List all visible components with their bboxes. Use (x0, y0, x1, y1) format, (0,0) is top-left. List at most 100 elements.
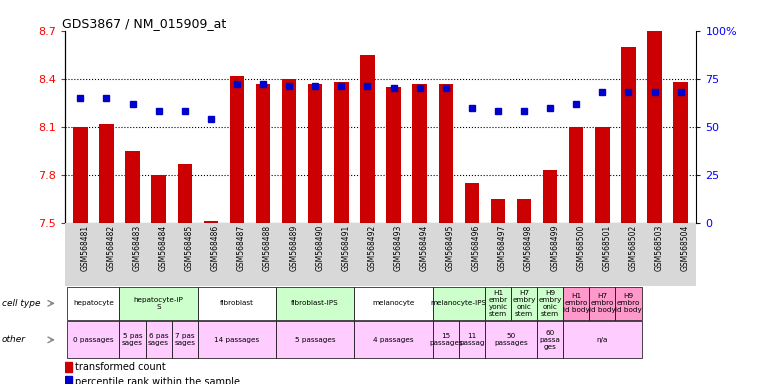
Text: GSM568482: GSM568482 (107, 225, 116, 271)
Text: n/a: n/a (597, 337, 608, 343)
Text: cell type: cell type (2, 299, 40, 308)
Text: 4 passages: 4 passages (373, 337, 414, 343)
Text: GSM568492: GSM568492 (368, 225, 377, 271)
Text: percentile rank within the sample: percentile rank within the sample (75, 376, 240, 384)
Bar (308, 84, 323, 223)
Text: transformed count: transformed count (75, 362, 166, 372)
Bar (485, 287, 511, 320)
Text: 15
passages: 15 passages (429, 333, 463, 346)
Bar (282, 79, 296, 223)
Text: GSM568502: GSM568502 (629, 225, 638, 271)
Bar (334, 82, 349, 223)
Text: 6 pas
sages: 6 pas sages (148, 333, 169, 346)
Bar (491, 199, 505, 223)
Bar (589, 287, 616, 320)
Text: GSM568496: GSM568496 (472, 225, 481, 271)
Text: 5 pas
sages: 5 pas sages (122, 333, 143, 346)
Bar (276, 321, 355, 358)
Text: GSM568486: GSM568486 (211, 225, 220, 271)
Bar (616, 287, 642, 320)
Text: GDS3867 / NM_015909_at: GDS3867 / NM_015909_at (62, 17, 226, 30)
Text: hepatocyte-iP
S: hepatocyte-iP S (134, 297, 183, 310)
Text: hepatocyte: hepatocyte (73, 300, 114, 306)
Bar (621, 47, 635, 223)
Bar (537, 321, 563, 358)
Bar (119, 287, 198, 320)
Text: GSM568484: GSM568484 (158, 225, 167, 271)
Bar (67, 321, 119, 358)
Text: melanocyte-IPS: melanocyte-IPS (431, 300, 487, 306)
Text: GSM568500: GSM568500 (576, 225, 585, 271)
Text: GSM568493: GSM568493 (393, 225, 403, 271)
Text: GSM568491: GSM568491 (342, 225, 350, 271)
Text: H9
embry
onic
stem: H9 embry onic stem (539, 290, 562, 317)
Text: H7
embro
id body: H7 embro id body (589, 293, 616, 313)
Text: GSM568488: GSM568488 (263, 225, 272, 271)
Text: 0 passages: 0 passages (73, 337, 113, 343)
Text: 14 passages: 14 passages (215, 337, 260, 343)
Bar (648, 31, 662, 223)
Bar (543, 170, 557, 223)
Text: fibroblast: fibroblast (220, 300, 254, 306)
Text: GSM568494: GSM568494 (419, 225, 428, 271)
Text: H9
embro
id body: H9 embro id body (615, 293, 642, 313)
Bar (517, 199, 531, 223)
Bar (387, 87, 401, 223)
Bar (563, 287, 589, 320)
Bar (459, 321, 485, 358)
Text: GSM568499: GSM568499 (550, 225, 559, 271)
Text: melanocyte: melanocyte (372, 300, 415, 306)
Bar (73, 127, 88, 223)
Bar (360, 55, 374, 223)
Text: GSM568490: GSM568490 (315, 225, 324, 271)
Text: GSM568501: GSM568501 (603, 225, 611, 271)
Bar (230, 76, 244, 223)
Bar (204, 221, 218, 223)
Bar (412, 84, 427, 223)
Bar (595, 127, 610, 223)
Bar (99, 124, 113, 223)
Text: GSM568481: GSM568481 (81, 225, 89, 271)
Bar (563, 321, 642, 358)
Text: 5 passages: 5 passages (295, 337, 336, 343)
Bar (198, 287, 276, 320)
Bar (172, 321, 198, 358)
Text: 7 pas
sages: 7 pas sages (174, 333, 196, 346)
Text: other: other (2, 335, 26, 344)
Text: GSM568498: GSM568498 (524, 225, 533, 271)
Bar (355, 321, 433, 358)
Bar (433, 287, 485, 320)
Bar (465, 183, 479, 223)
Text: 60
passa
ges: 60 passa ges (540, 330, 561, 350)
Text: H7
embry
onic
stem: H7 embry onic stem (512, 290, 536, 317)
Text: 11
passag: 11 passag (459, 333, 485, 346)
Text: 50
passages: 50 passages (494, 333, 528, 346)
Text: GSM568503: GSM568503 (654, 225, 664, 271)
Bar (537, 287, 563, 320)
Text: GSM568504: GSM568504 (680, 225, 689, 271)
Bar (67, 287, 119, 320)
Bar (438, 84, 453, 223)
Bar (485, 321, 537, 358)
Bar (569, 127, 584, 223)
Text: GSM568487: GSM568487 (237, 225, 246, 271)
Bar (276, 287, 355, 320)
Text: H1
embro
id body: H1 embro id body (563, 293, 590, 313)
Text: H1
embr
yonic
stem: H1 embr yonic stem (489, 290, 508, 317)
Text: GSM568495: GSM568495 (446, 225, 455, 271)
Bar (119, 321, 145, 358)
Bar (511, 287, 537, 320)
Bar (673, 82, 688, 223)
Text: GSM568489: GSM568489 (289, 225, 298, 271)
Bar (433, 321, 459, 358)
Bar (256, 84, 270, 223)
Bar (198, 321, 276, 358)
Text: fibroblast-IPS: fibroblast-IPS (291, 300, 339, 306)
Text: GSM568485: GSM568485 (185, 225, 194, 271)
Text: GSM568483: GSM568483 (132, 225, 142, 271)
Bar (65, 376, 72, 384)
Bar (145, 321, 172, 358)
Bar (151, 175, 166, 223)
Bar (177, 164, 192, 223)
Bar (355, 287, 433, 320)
